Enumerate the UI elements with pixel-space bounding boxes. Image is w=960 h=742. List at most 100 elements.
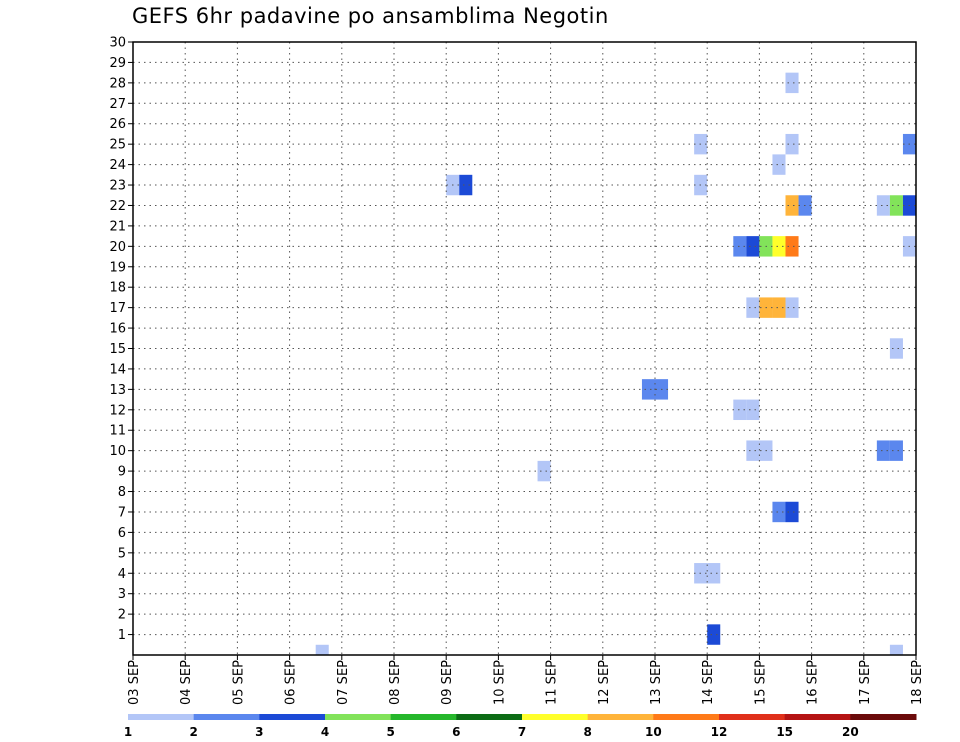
heatmap-cell	[772, 501, 786, 523]
x-tick-label: 12 SEP	[597, 660, 612, 705]
y-tick-label: 20	[109, 240, 126, 255]
colorbar-label: 1	[124, 725, 132, 739]
colorbar-swatch	[259, 714, 326, 720]
colorbar: 1 2 3 4 5 6 7 8 10 12 15 20	[124, 714, 917, 739]
y-tick-label: 8	[118, 485, 126, 500]
colorbar-label: 4	[321, 725, 329, 739]
chart-title: GEFS 6hr padavine po ansamblima Negotin	[132, 4, 609, 28]
colorbar-swatch	[850, 714, 917, 720]
y-tick-label: 14	[109, 362, 126, 377]
x-tick-label: 06 SEP	[284, 660, 299, 705]
heatmap-cell	[876, 440, 890, 461]
colorbar-swatch	[587, 714, 654, 720]
colorbar-swatch	[653, 714, 720, 720]
y-tick-label: 22	[109, 199, 126, 214]
colorbar-swatch	[128, 714, 195, 720]
heatmap-cell	[785, 297, 799, 318]
grid-lines	[133, 42, 917, 655]
colorbar-label: 6	[452, 725, 460, 739]
colorbar-label: 15	[776, 725, 793, 739]
heatmap-cell	[707, 624, 721, 645]
heatmap-cell	[772, 154, 786, 175]
colorbar-swatch	[522, 714, 589, 720]
heatmap-cell	[785, 236, 799, 257]
heatmap-cell	[785, 501, 799, 523]
colorbar-label: 7	[518, 725, 526, 739]
colorbar-swatch	[390, 714, 457, 720]
x-tick-label: 13 SEP	[649, 660, 664, 705]
heatmap-cells	[315, 72, 916, 655]
x-tick-label: 18 SEP	[910, 660, 925, 705]
x-tick-label: 09 SEP	[440, 660, 455, 705]
heatmap-cell	[746, 440, 760, 461]
y-tick-label: 11	[109, 424, 126, 439]
y-tick-label: 2	[118, 608, 126, 623]
x-tick-label: 04 SEP	[179, 660, 194, 705]
heatmap-cell	[641, 379, 655, 400]
y-tick-label: 9	[118, 465, 126, 480]
colorbar-label: 3	[255, 725, 263, 739]
x-tick-label: 16 SEP	[806, 660, 821, 705]
colorbar-label: 5	[386, 725, 394, 739]
heatmap-cell	[746, 399, 760, 421]
colorbar-label: 12	[711, 725, 728, 739]
x-axis-ticks: 03 SEP 04 SEP 05 SEP 06 SEP 07 SEP 08 SEP 09 S…	[127, 655, 925, 705]
heatmap-cell	[889, 195, 903, 216]
heatmap-cell	[537, 460, 551, 482]
y-tick-label: 17	[109, 301, 126, 316]
colorbar-label: 10	[645, 725, 662, 739]
y-tick-label: 15	[109, 342, 126, 357]
y-tick-label: 24	[109, 158, 126, 173]
heatmap-cell	[733, 399, 747, 421]
colorbar-swatch	[193, 714, 260, 720]
heatmap-cell	[315, 644, 329, 655]
y-tick-label: 16	[109, 322, 126, 337]
x-tick-label: 11 SEP	[545, 660, 560, 705]
heatmap-cell	[889, 440, 903, 461]
y-tick-label: 5	[118, 546, 126, 561]
y-tick-label: 18	[109, 281, 126, 296]
heatmap-cell	[746, 236, 760, 257]
heatmap-cell	[772, 236, 786, 257]
x-tick-label: 05 SEP	[231, 660, 246, 705]
colorbar-swatch	[719, 714, 786, 720]
x-tick-label: 15 SEP	[753, 660, 768, 705]
heatmap-cell	[459, 174, 473, 196]
y-tick-label: 6	[118, 526, 126, 541]
y-tick-label: 28	[109, 76, 126, 91]
y-tick-label: 30	[109, 36, 126, 51]
x-tick-label: 10 SEP	[492, 660, 507, 705]
heatmap-cell	[707, 563, 721, 584]
heatmap-cell	[876, 195, 890, 216]
y-tick-label: 3	[118, 587, 126, 602]
x-tick-label: 17 SEP	[858, 660, 873, 705]
y-axis-ticks: 1234567891011121314151617181920212223242…	[109, 36, 133, 643]
heatmap-cell	[772, 297, 786, 318]
heatmap-cell	[785, 195, 799, 216]
colorbar-swatch	[456, 714, 523, 720]
colorbar-label: 2	[189, 725, 197, 739]
y-tick-label: 23	[109, 179, 126, 194]
x-tick-label: 14 SEP	[701, 660, 716, 705]
heatmap-cell	[889, 644, 903, 655]
y-tick-label: 1	[118, 628, 126, 643]
y-tick-label: 7	[118, 505, 126, 520]
y-tick-label: 21	[109, 219, 126, 234]
x-tick-label: 08 SEP	[388, 660, 403, 705]
y-tick-label: 10	[109, 444, 126, 459]
y-tick-label: 27	[109, 97, 126, 112]
y-tick-label: 19	[109, 260, 126, 275]
colorbar-label: 8	[583, 725, 591, 739]
x-tick-label: 03 SEP	[127, 660, 142, 705]
heatmap-cell	[889, 338, 903, 359]
x-tick-label: 07 SEP	[336, 660, 351, 705]
heatmap-cell	[733, 236, 747, 257]
y-tick-label: 4	[118, 567, 126, 582]
plot-frame	[132, 41, 917, 656]
colorbar-swatch	[784, 714, 851, 720]
colorbar-swatch	[325, 714, 392, 720]
heatmap-cell	[746, 297, 760, 318]
heatmap-cell	[785, 133, 799, 155]
y-tick-label: 26	[109, 117, 126, 132]
